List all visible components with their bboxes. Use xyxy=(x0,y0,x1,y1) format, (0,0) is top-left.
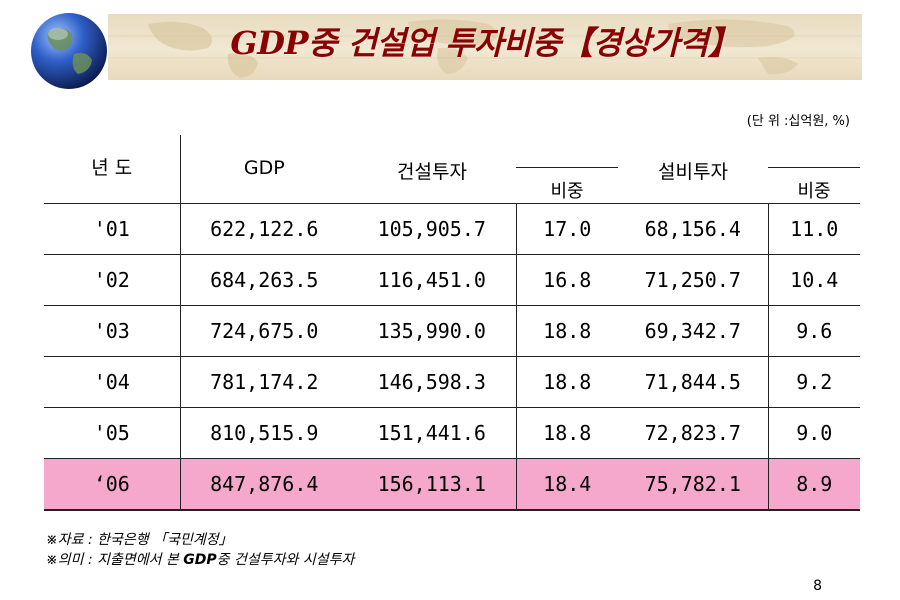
cell-construction-ratio: 18.8 xyxy=(515,356,618,408)
table-header-row: 년 도 GDP 건설투자 비중 설비투자 비중 xyxy=(44,135,860,204)
cell-gdp: 847,876.4 xyxy=(179,458,348,511)
cell-construction-ratio: 18.8 xyxy=(515,407,618,459)
table-row: '02 684,263.5 116,451.0 16.8 71,250.7 10… xyxy=(44,254,860,306)
cell-year: '01 xyxy=(44,203,180,255)
cell-gdp: 810,515.9 xyxy=(179,407,348,459)
cell-equipment-ratio: 9.2 xyxy=(767,356,860,408)
table-row: '04 781,174.2 146,598.3 18.8 71,844.5 9.… xyxy=(44,356,860,408)
cell-equipment: 68,156.4 xyxy=(618,203,768,255)
header-equipment-ratio: 비중 xyxy=(768,135,860,204)
cell-gdp: 684,263.5 xyxy=(179,254,348,306)
cell-equipment-ratio: 8.9 xyxy=(767,458,860,511)
meaning-note: ※의미 : 지출면에서 본 GDP중 건설투자와 시설투자 xyxy=(46,550,354,570)
cell-construction: 105,905.7 xyxy=(348,203,516,255)
page-number: 8 xyxy=(813,578,822,594)
cell-construction-ratio: 18.4 xyxy=(515,458,618,511)
cell-equipment-ratio: 11.0 xyxy=(767,203,860,255)
cell-construction: 151,441.6 xyxy=(348,407,516,459)
data-table: 년 도 GDP 건설투자 비중 설비투자 비중 '01 622,122.6 10… xyxy=(44,135,860,511)
cell-equipment: 75,782.1 xyxy=(618,458,768,511)
cell-year: ‘06 xyxy=(44,458,180,511)
cell-construction-ratio: 17.0 xyxy=(515,203,618,255)
cell-construction: 156,113.1 xyxy=(348,458,516,511)
world-map-banner xyxy=(108,19,862,78)
cell-construction: 116,451.0 xyxy=(348,254,516,306)
cell-year: '02 xyxy=(44,254,180,306)
cell-year: '04 xyxy=(44,356,180,408)
meaning-prefix: ※의미 : 지출면에서 본 xyxy=(46,552,184,568)
cell-year: '03 xyxy=(44,305,180,357)
cell-gdp: 622,122.6 xyxy=(179,203,348,255)
cell-construction-ratio: 18.8 xyxy=(515,305,618,357)
table-row: '05 810,515.9 151,441.6 18.8 72,823.7 9.… xyxy=(44,407,860,459)
cell-gdp: 781,174.2 xyxy=(179,356,348,408)
header-construction-ratio: 비중 xyxy=(516,135,618,204)
table-row: '03 724,675.0 135,990.0 18.8 69,342.7 9.… xyxy=(44,305,860,357)
header-equipment: 설비투자 xyxy=(618,135,768,204)
header-construction: 건설투자 xyxy=(348,135,516,204)
cell-equipment: 71,250.7 xyxy=(618,254,768,306)
cell-gdp: 724,675.0 xyxy=(179,305,348,357)
cell-construction: 146,598.3 xyxy=(348,356,516,408)
source-note: ※자료 : 한국은행 「국민계정」 xyxy=(46,532,233,548)
cell-equipment-ratio: 9.6 xyxy=(767,305,860,357)
cell-equipment: 71,844.5 xyxy=(618,356,768,408)
cell-equipment: 69,342.7 xyxy=(618,305,768,357)
table-row: '01 622,122.6 105,905.7 17.0 68,156.4 11… xyxy=(44,203,860,255)
cell-construction-ratio: 16.8 xyxy=(515,254,618,306)
meaning-suffix: 중 건설투자와 시설투자 xyxy=(216,552,355,568)
table-row-highlighted: ‘06 847,876.4 156,113.1 18.4 75,782.1 8.… xyxy=(44,458,860,511)
header-year: 년 도 xyxy=(44,135,180,204)
meaning-bold: GDP xyxy=(183,552,217,568)
title-banner xyxy=(108,14,862,80)
footnotes: ※자료 : 한국은행 「국민계정」 ※의미 : 지출면에서 본 GDP중 건설투… xyxy=(46,530,354,570)
cell-equipment-ratio: 9.0 xyxy=(767,407,860,459)
globe-icon xyxy=(31,13,107,89)
page-title: GDP중 건설업 투자비중【경상가격】 xyxy=(230,24,740,62)
unit-note: (단 위 :십억원, %) xyxy=(746,114,850,129)
cell-equipment: 72,823.7 xyxy=(618,407,768,459)
cell-year: '05 xyxy=(44,407,180,459)
header-gdp: GDP xyxy=(179,135,348,204)
cell-construction: 135,990.0 xyxy=(348,305,516,357)
cell-equipment-ratio: 10.4 xyxy=(767,254,860,306)
